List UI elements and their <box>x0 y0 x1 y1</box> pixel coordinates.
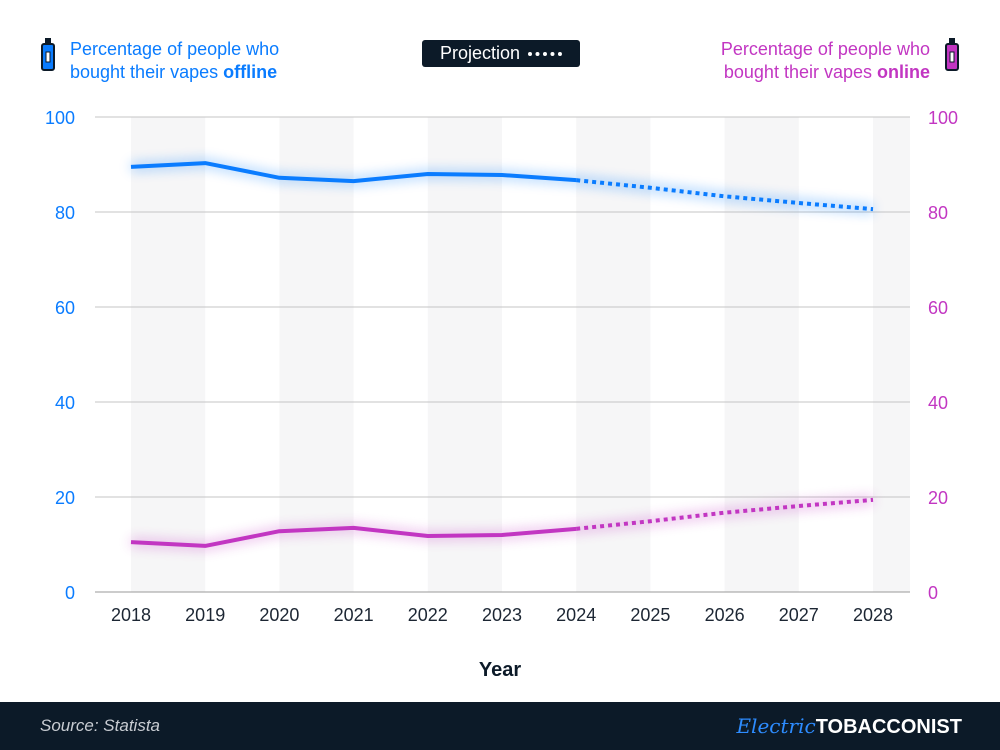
y-tick-label-left: 80 <box>55 203 75 223</box>
legend-offline-line1: Percentage of people who <box>70 39 280 59</box>
y-tick-label-left: 0 <box>65 583 75 603</box>
column-band <box>279 117 354 592</box>
x-tick-label: 2028 <box>853 605 893 625</box>
projection-legend: Projection <box>422 40 580 67</box>
footer: Source: Statista ElectricTOBACCONIST <box>0 702 1000 750</box>
y-tick-label-left: 20 <box>55 488 75 508</box>
y-tick-label-right: 40 <box>928 393 948 413</box>
series-line-projection-1 <box>575 497 874 531</box>
x-tick-label: 2023 <box>482 605 522 625</box>
x-tick-label: 2020 <box>259 605 299 625</box>
y-tick-label-left: 40 <box>55 393 75 413</box>
x-tick-label: 2025 <box>630 605 670 625</box>
legend-online-line2: bought their vapes <box>723 62 877 82</box>
legend-offline-bold: offline <box>223 62 278 82</box>
dotted-line-icon <box>528 51 563 56</box>
y-tick-label-left: 100 <box>45 108 75 128</box>
line-chart: 2018 2019 2020 2021 2022 2023 2024 2025 2026 2027… <box>45 108 958 681</box>
y-tick-label-right: 80 <box>928 203 948 223</box>
y-tick-label-right: 100 <box>928 108 958 128</box>
x-tick-label: 2026 <box>705 605 745 625</box>
x-tick-label: 2022 <box>408 605 448 625</box>
logo: ElectricTOBACCONIST <box>736 714 962 739</box>
y-tick-label-left: 60 <box>55 298 75 318</box>
projection-label: Projection <box>439 43 521 63</box>
x-axis-title: Year <box>479 659 521 681</box>
logo-script: Electric <box>736 713 816 738</box>
legend-online-line1: Percentage of people who <box>720 39 930 59</box>
series-line-projection-0 <box>575 178 874 212</box>
column-band <box>724 117 799 592</box>
legend-offline: Percentage of people who bought their vap… <box>40 38 279 84</box>
y-tick-label-right: 60 <box>928 298 948 318</box>
source-text: Source: Statista <box>40 716 161 735</box>
column-band <box>576 117 651 592</box>
column-band <box>873 117 910 592</box>
x-tick-label: 2027 <box>779 605 819 625</box>
vape-pen-icon <box>41 38 55 71</box>
x-tick-label: 2024 <box>556 605 596 625</box>
x-tick-label: 2021 <box>334 605 374 625</box>
y-tick-label-right: 20 <box>928 488 948 508</box>
legend-online-bold: online <box>877 62 930 82</box>
y-tick-label-right: 0 <box>928 583 938 603</box>
x-tick-label: 2018 <box>111 605 151 625</box>
x-tick-label: 2019 <box>185 605 225 625</box>
legend-offline-line2: bought their vapes <box>70 62 224 82</box>
vape-pen-icon <box>945 38 959 71</box>
legend-online: Percentage of people who bought their vap… <box>721 38 960 84</box>
column-band <box>131 117 206 592</box>
column-band <box>427 117 502 592</box>
logo-text: TOBACCONIST <box>815 715 962 738</box>
